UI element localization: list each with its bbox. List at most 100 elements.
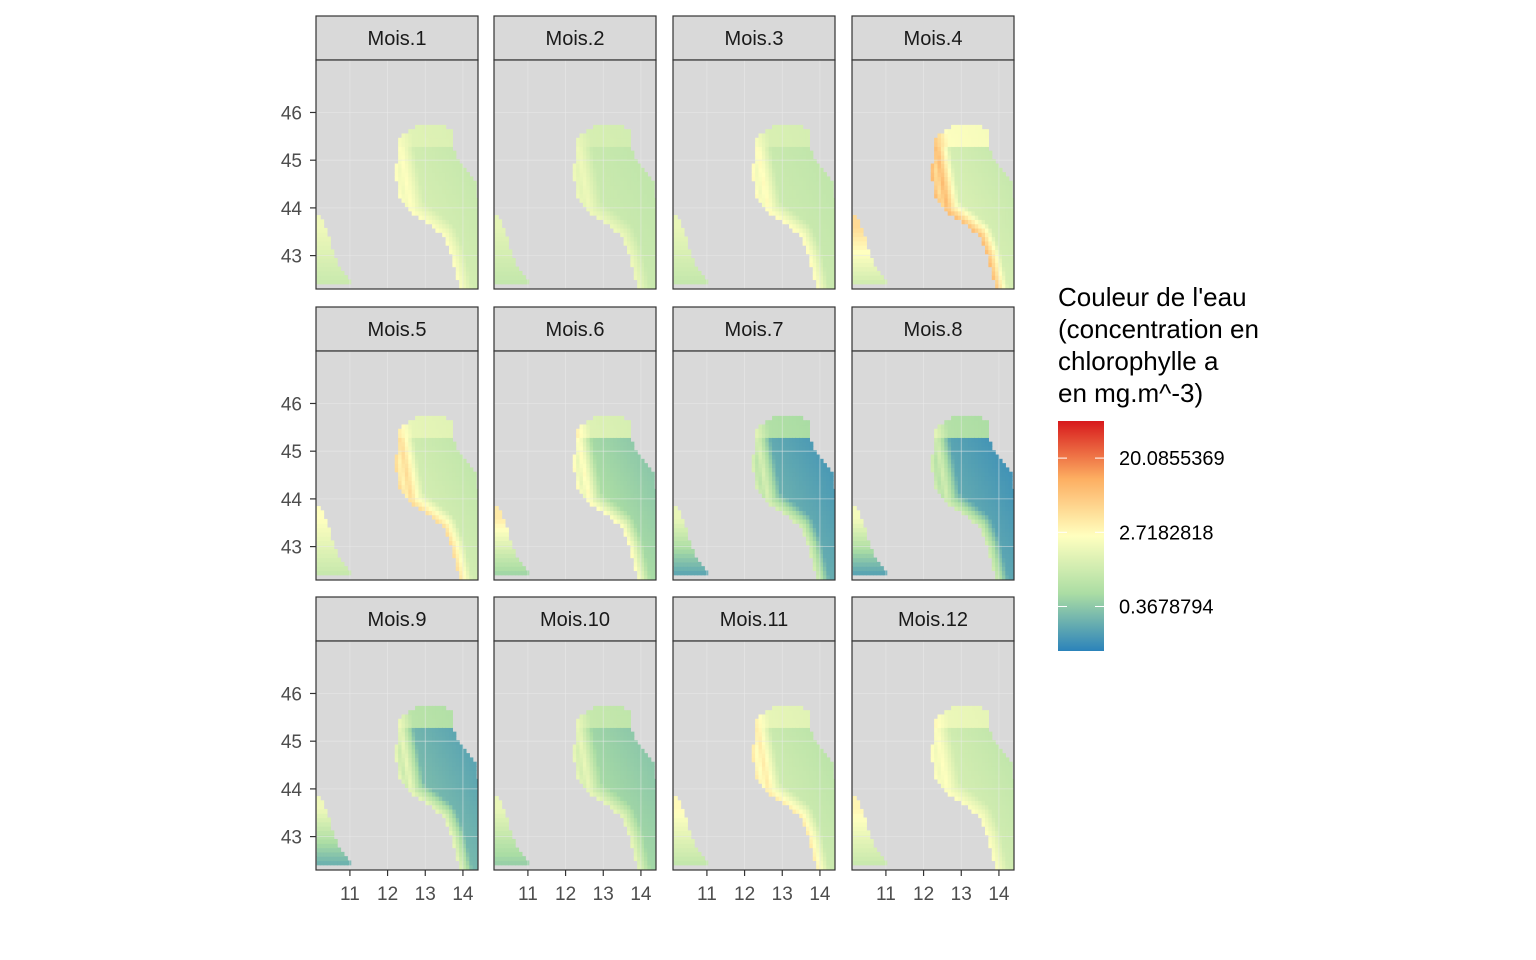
raster-cell <box>603 480 608 486</box>
raster-cell <box>816 518 821 524</box>
raster-cell <box>984 129 989 135</box>
raster-cell <box>623 223 628 229</box>
raster-cell <box>469 561 474 567</box>
raster-cell <box>981 133 986 139</box>
raster-cell <box>599 475 604 481</box>
raster-cell <box>465 566 470 572</box>
raster-cell <box>459 566 464 572</box>
raster-cell <box>438 129 443 135</box>
raster-cell <box>504 270 509 276</box>
raster-cell <box>782 189 787 195</box>
raster-cell <box>582 159 587 165</box>
raster-cell <box>418 133 423 139</box>
raster-cell <box>579 146 584 152</box>
raster-cell <box>459 240 464 246</box>
raster-cell <box>593 454 598 460</box>
raster-cell <box>411 159 416 165</box>
raster-cell <box>694 270 699 276</box>
raster-cell <box>940 458 945 464</box>
raster-cell <box>683 527 688 533</box>
raster-cell <box>805 531 810 537</box>
raster-cell <box>398 163 403 169</box>
raster-cell <box>650 232 655 238</box>
raster-cell <box>947 488 952 494</box>
raster-cell <box>944 437 949 443</box>
raster-cell <box>650 279 655 285</box>
raster-cell <box>869 557 874 563</box>
raster-cell <box>795 146 800 152</box>
raster-cell <box>411 180 416 186</box>
raster-cell <box>476 253 478 259</box>
raster-cell <box>455 484 460 490</box>
raster-cell <box>951 159 956 165</box>
raster-cell <box>937 184 942 190</box>
raster-cell <box>816 463 821 469</box>
raster-cell <box>640 480 645 486</box>
raster-cell <box>323 245 328 251</box>
raster-cell <box>620 518 625 524</box>
raster-cell <box>610 458 615 464</box>
raster-cell <box>792 159 797 165</box>
raster-cell <box>620 445 625 451</box>
raster-cell <box>620 133 625 139</box>
raster-cell <box>765 424 770 430</box>
raster-cell <box>576 137 581 143</box>
raster-cell <box>785 441 790 447</box>
raster-cell <box>428 206 433 212</box>
raster-cell <box>421 493 426 499</box>
raster-cell <box>411 154 416 160</box>
raster-cell <box>802 420 807 426</box>
raster-cell <box>613 219 618 225</box>
raster-cell <box>792 223 797 229</box>
raster-cell <box>494 253 499 259</box>
raster-cell <box>576 189 581 195</box>
raster-cell <box>947 180 952 186</box>
raster-cell <box>435 172 440 178</box>
raster-cell <box>937 163 942 169</box>
raster-cell <box>795 150 800 156</box>
raster-cell <box>599 142 604 147</box>
raster-cell <box>1008 180 1013 186</box>
raster-cell <box>964 210 969 216</box>
raster-cell <box>789 501 794 507</box>
raster-cell <box>816 167 821 173</box>
raster-cell <box>640 219 645 225</box>
raster-cell <box>947 493 952 499</box>
raster-cell <box>626 219 631 225</box>
raster-cell <box>401 424 406 430</box>
raster-cell <box>974 146 979 152</box>
raster-cell <box>432 506 437 511</box>
raster-cell <box>650 189 655 195</box>
raster-cell <box>833 210 835 216</box>
raster-cell <box>833 249 835 255</box>
raster-cell <box>789 475 794 481</box>
raster-cell <box>633 172 638 178</box>
raster-cell <box>452 553 457 559</box>
raster-cell <box>586 420 591 426</box>
raster-cell <box>964 133 969 139</box>
raster-cell <box>630 488 635 494</box>
raster-cell <box>673 227 678 233</box>
raster-cell <box>1005 193 1010 199</box>
raster-cell <box>596 210 601 216</box>
raster-cell <box>954 488 959 494</box>
raster-cell <box>799 180 804 186</box>
raster-cell <box>418 184 423 190</box>
raster-cell <box>438 458 443 464</box>
raster-cell <box>991 184 996 190</box>
raster-cell <box>421 129 426 135</box>
raster-cell <box>613 133 618 139</box>
raster-cell <box>589 433 594 438</box>
raster-cell <box>404 193 409 199</box>
raster-cell <box>677 531 682 537</box>
raster-cell <box>991 249 996 255</box>
raster-cell <box>964 488 969 494</box>
raster-cell <box>751 176 756 182</box>
raster-cell <box>677 566 682 572</box>
raster-cell <box>856 275 861 281</box>
raster-cell <box>442 501 447 507</box>
raster-cell <box>761 142 766 147</box>
raster-cell <box>981 176 986 182</box>
raster-cell <box>802 227 807 233</box>
raster-cell <box>633 215 638 220</box>
